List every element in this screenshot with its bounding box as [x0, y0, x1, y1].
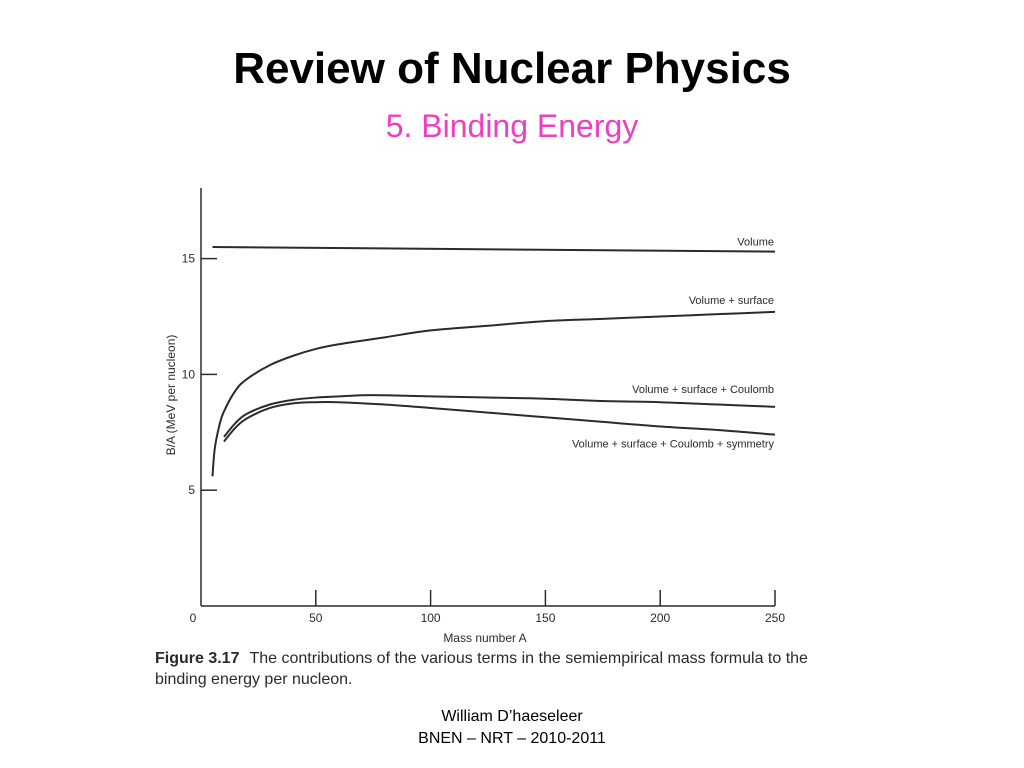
slide-subtitle: 5. Binding Energy	[385, 108, 639, 144]
y-tick-label: 10	[182, 367, 196, 381]
series-line	[212, 246, 776, 253]
figure-caption-text: The contributions of the various terms i…	[155, 650, 808, 688]
x-tick-label: 0	[190, 611, 197, 625]
series-label: Volume	[737, 237, 774, 249]
footer-author: William D’haeseleer	[441, 708, 583, 725]
chart-axes	[200, 188, 775, 607]
series-label: Volume + surface + Coulomb + symmetry	[572, 439, 775, 451]
slide-title: Review of Nuclear Physics	[233, 44, 791, 93]
slide-footer: William D’haeseleer BNEN – NRT – 2010-20…	[0, 706, 1024, 750]
footer-course: BNEN – NRT – 2010-2011	[418, 730, 606, 747]
y-tick-label: 15	[182, 252, 196, 266]
figure-caption: Figure 3.17 The contributions of the vari…	[155, 648, 815, 690]
chart-ticks: 0 50 100 150 200 250 5 10 15	[182, 252, 786, 625]
x-axis-label: Mass number A	[443, 631, 526, 645]
chart-curves	[211, 246, 776, 477]
x-tick-label: 200	[650, 611, 670, 625]
x-tick-label: 50	[309, 611, 323, 625]
x-tick-label: 100	[421, 611, 441, 625]
x-tick-label: 250	[765, 611, 785, 625]
series-line	[223, 400, 776, 443]
y-tick-label: 5	[188, 483, 195, 497]
y-axis-label: B/A (MeV per nucleon)	[164, 335, 178, 456]
series-label: Volume + surface + Coulomb	[632, 384, 774, 396]
figure-label: Figure 3.17	[155, 650, 240, 667]
chart-labels: Mass number A B/A (MeV per nucleon) Volume…	[164, 237, 774, 645]
series-line	[211, 310, 776, 477]
series-label: Volume + surface	[689, 295, 774, 307]
series-line	[223, 394, 776, 438]
x-tick-label: 150	[535, 611, 555, 625]
